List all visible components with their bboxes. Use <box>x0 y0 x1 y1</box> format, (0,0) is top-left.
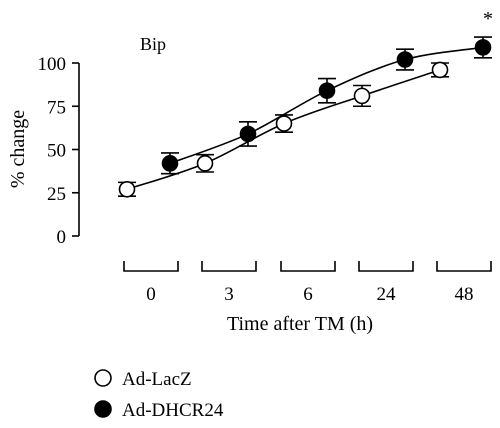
y-tick-label-25: 25 <box>47 184 66 205</box>
x-tick-label-48: 48 <box>455 284 474 305</box>
error-bars <box>118 36 492 198</box>
x-bracket-24 <box>358 261 414 272</box>
x-tick-label-3: 3 <box>224 284 234 305</box>
point-ad-lacz-3 <box>196 155 214 172</box>
legend-label-ad-dhcr24: Ad-DHCR24 <box>122 400 224 421</box>
y-tick-label-50: 50 <box>47 141 66 162</box>
x-bracket-3 <box>201 261 257 272</box>
x-tick-label-0: 0 <box>146 284 156 305</box>
y-tick-label-100: 100 <box>38 54 67 75</box>
point-ad-lacz-24 <box>353 87 371 105</box>
significance-annotation: * <box>483 8 493 30</box>
point-ad-lacz-48 <box>431 61 449 79</box>
x-axis-label: Time after TM (h) <box>227 313 373 335</box>
series-lines <box>126 46 484 191</box>
y-tick-label-0: 0 <box>57 227 67 248</box>
point-ad-dhcr24-3 <box>239 125 257 143</box>
y-tick-label-75: 75 <box>47 97 66 118</box>
y-axis-label: % change <box>7 110 29 188</box>
point-ad-dhcr24-6 <box>318 82 336 99</box>
x-tick-label-6: 6 <box>303 284 313 305</box>
x-bracket-0 <box>123 261 179 272</box>
x-categories: 0 3 6 24 48 <box>123 261 492 305</box>
legend: Ad-LacZ Ad-DHCR24 <box>94 369 224 421</box>
y-ticks: 0 25 50 75 100 <box>38 54 79 248</box>
point-ad-dhcr24-48 <box>474 39 492 56</box>
legend-marker-ad-lacz <box>94 369 112 387</box>
data-points <box>118 39 492 198</box>
x-tick-label-24: 24 <box>377 284 397 305</box>
point-ad-lacz-0 <box>118 180 136 198</box>
x-bracket-6 <box>280 261 336 272</box>
x-bracket-48 <box>436 261 492 272</box>
legend-marker-ad-dhcr24 <box>94 400 112 418</box>
point-ad-dhcr24-24 <box>396 51 414 68</box>
point-ad-lacz-6 <box>275 115 293 132</box>
chart-title: Bip <box>140 34 166 54</box>
point-ad-dhcr24-0 <box>161 155 179 172</box>
legend-label-ad-lacz: Ad-LacZ <box>122 369 192 390</box>
